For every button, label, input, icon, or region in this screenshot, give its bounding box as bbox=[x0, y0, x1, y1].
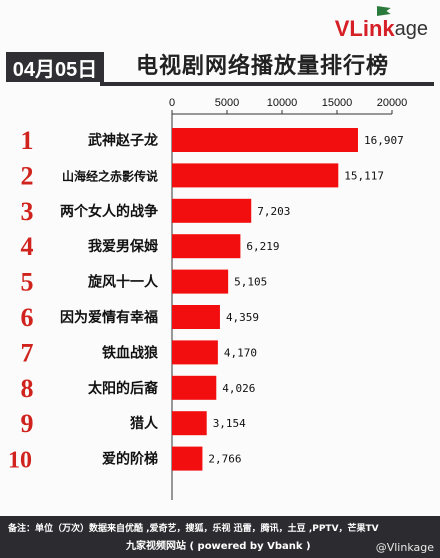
category-label: 因为爱情有幸福 bbox=[60, 309, 158, 326]
rank-number: 1 bbox=[21, 126, 34, 155]
x-tick-label: 20000 bbox=[377, 97, 408, 109]
category-label: 山海经之赤影传说 bbox=[62, 168, 158, 183]
bar bbox=[172, 198, 252, 223]
bar bbox=[172, 234, 241, 259]
rank-number: 10 bbox=[8, 448, 32, 474]
x-tick-label: 5000 bbox=[215, 97, 239, 109]
rank-number: 5 bbox=[21, 268, 34, 297]
brand-logo-link: Link bbox=[349, 16, 395, 41]
brand-logo: V Link age bbox=[334, 6, 428, 42]
rank-number: 2 bbox=[21, 161, 34, 190]
bar bbox=[172, 163, 339, 188]
value-label: 7,203 bbox=[257, 205, 290, 218]
bar bbox=[172, 305, 220, 329]
category-label: 两个女人的战争 bbox=[60, 203, 158, 220]
bar bbox=[172, 446, 203, 471]
brand-logo-age: age bbox=[394, 17, 428, 40]
value-label: 4,170 bbox=[224, 346, 257, 359]
value-label: 4,359 bbox=[226, 311, 259, 324]
chart-title: 电视剧网络播放量排行榜 bbox=[136, 54, 390, 79]
x-tick-label: 15000 bbox=[322, 97, 353, 109]
value-label: 15,117 bbox=[344, 169, 384, 182]
category-label: 旋风十一人 bbox=[87, 274, 159, 291]
date-badge: 04月05日 bbox=[6, 52, 104, 82]
rank-number: 6 bbox=[21, 303, 34, 332]
bar bbox=[172, 411, 207, 436]
category-label: 我爱男保姆 bbox=[88, 238, 158, 255]
footer-source: 九家视频网站 ( powered by Vbank ) bbox=[126, 541, 311, 552]
value-label: 16,907 bbox=[364, 134, 404, 147]
category-label: 铁血战狼 bbox=[102, 344, 159, 361]
value-label: 2,766 bbox=[208, 453, 241, 466]
rank-number: 4 bbox=[21, 232, 34, 261]
x-tick-label: 0 bbox=[169, 97, 175, 109]
category-label: 爱的阶梯 bbox=[102, 451, 158, 468]
brand-logo-v: V bbox=[334, 16, 350, 41]
bar bbox=[172, 269, 229, 294]
title-underline bbox=[100, 82, 434, 86]
rank-number: 3 bbox=[21, 197, 34, 226]
bar bbox=[172, 375, 217, 400]
x-tick-label: 10000 bbox=[267, 97, 298, 109]
rank-number: 8 bbox=[21, 374, 34, 403]
category-label: 太阳的后裔 bbox=[88, 380, 158, 397]
watermark: @Vlinkage bbox=[375, 541, 434, 554]
category-label: 武神赵子龙 bbox=[88, 132, 158, 149]
value-label: 4,026 bbox=[222, 382, 255, 395]
value-label: 3,154 bbox=[213, 417, 246, 430]
footer: 备注：单位（万次）数据来自优酷 ,爱奇艺，搜狐，乐视 迅雷，腾讯，土豆 ,PPT… bbox=[0, 516, 440, 558]
rank-number: 7 bbox=[21, 338, 34, 367]
bar bbox=[172, 340, 218, 365]
value-label: 6,219 bbox=[246, 240, 279, 253]
rank-number: 9 bbox=[21, 409, 34, 438]
bar-chart: 0 5000 10000 15000 20000 1 武神赵子龙 16,907 2 山海经之赤影传… bbox=[8, 97, 408, 500]
footer-note: 备注：单位（万次）数据来自优酷 ,爱奇艺，搜狐，乐视 迅雷，腾讯，土豆 ,PPT… bbox=[8, 524, 379, 534]
bar bbox=[172, 128, 358, 152]
brand-flag-icon bbox=[376, 6, 391, 16]
value-label: 5,105 bbox=[234, 276, 267, 289]
category-label: 猎人 bbox=[130, 415, 159, 432]
